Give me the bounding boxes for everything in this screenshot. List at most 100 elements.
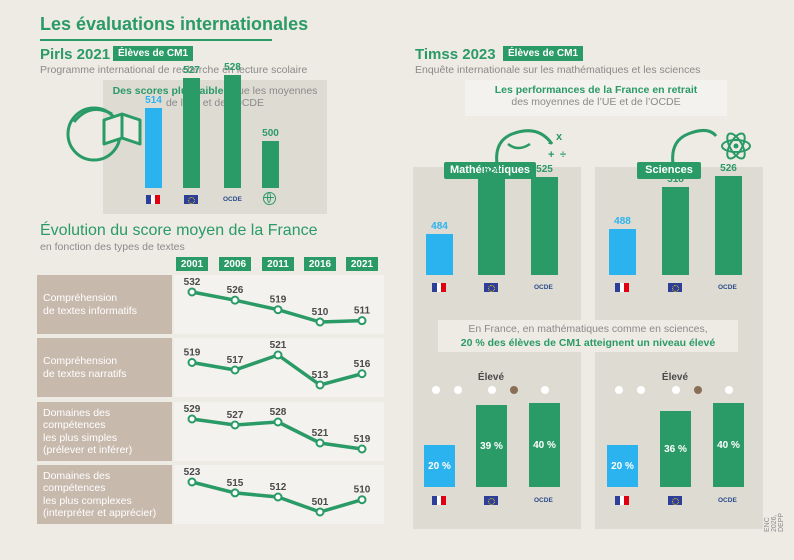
math-pct-bar: 20 %	[424, 445, 455, 487]
timss-box-text: Les performances de la France en retrait…	[465, 84, 727, 108]
level-dot	[694, 386, 702, 394]
row-label: Domaines des compétences les plus complexe…	[37, 465, 172, 524]
math-label: Mathématiques	[444, 162, 536, 179]
evolution-data-label: 511	[354, 306, 371, 317]
sci-score-bar	[715, 175, 742, 275]
row-label: Compréhension de textes narratifs	[37, 338, 172, 397]
level-dot	[637, 386, 645, 394]
math-score-label: 524	[483, 165, 500, 177]
evolution-point	[315, 507, 325, 517]
pirls-panel	[103, 80, 327, 214]
row-plot	[174, 275, 384, 334]
math-score-label: 484	[431, 221, 448, 233]
globe-icon	[263, 192, 276, 205]
evolution-data-label: 519	[184, 348, 201, 359]
evolution-data-label: 515	[227, 478, 244, 489]
ocde-logo-icon: OCDE	[534, 497, 553, 504]
eleve-label: Élevé	[661, 372, 689, 383]
evolution-point	[230, 488, 240, 498]
evolution-data-label: 532	[184, 277, 201, 288]
eu-flag-icon	[484, 496, 498, 505]
evolution-point	[230, 420, 240, 430]
title-underline	[40, 39, 272, 41]
eu-flag-icon	[668, 496, 682, 505]
sci-pct-bar: 40 %	[713, 403, 744, 487]
evolution-point	[357, 495, 367, 505]
timss-box-line2: des moyennes de l’UE et de l’OCDE	[511, 96, 681, 108]
math-pct-bar: 39 %	[476, 405, 507, 487]
evolution-line	[191, 353, 363, 387]
page-title: Les évaluations internationales	[40, 14, 309, 34]
pirls-tag: Élèves de CM1	[113, 46, 194, 61]
level-dot	[454, 386, 462, 394]
pirls-subtitle: Programme international de recherche en …	[40, 64, 308, 76]
timss-title: Timss 2023	[415, 46, 496, 63]
year-header: 2016	[304, 257, 336, 271]
timss-note-line1: En France, en mathématiques comme en sci…	[468, 323, 708, 335]
svg-text:x: x	[556, 131, 563, 143]
math-score-bar	[478, 178, 505, 275]
ocde-logo-icon: OCDE	[718, 497, 737, 504]
year-header: 2011	[262, 257, 294, 271]
timss-box-bold: Les performances de la France en retrait	[494, 84, 698, 96]
sci-pct-bar: 36 %	[660, 411, 691, 487]
evolution-subtitle: en fonction des types de textes	[40, 241, 185, 253]
evolution-data-label: 512	[270, 482, 287, 493]
evolution-data-label: 527	[227, 410, 244, 421]
timss-box	[465, 80, 727, 116]
svg-text:÷: ÷	[560, 149, 566, 161]
level-dot	[541, 386, 549, 394]
ocde-logo-icon: OCDE	[223, 196, 242, 203]
science-head-icon	[671, 129, 751, 170]
sci-score-label: 518	[667, 173, 684, 185]
timss-note-line2: 20 % des élèves de CM1 atteignent un niv…	[460, 337, 716, 349]
timss-tag: Élèves de CM1	[503, 46, 584, 61]
evolution-point	[357, 369, 367, 379]
evolution-data-label: 510	[312, 307, 329, 318]
year-header: 2001	[176, 257, 208, 271]
math-score-label: 525	[536, 164, 553, 175]
row-label: Compréhension de textes informatifs	[37, 275, 172, 334]
sci-pct-bar: 20 %	[607, 445, 638, 487]
pirls-data-label: 528	[224, 62, 241, 74]
sci-score-bar	[609, 228, 636, 275]
evolution-title: Évolution du score moyen de la France	[40, 222, 318, 239]
evolution-point	[315, 438, 325, 448]
svg-text:+: +	[548, 149, 554, 161]
evolution-point	[230, 365, 240, 375]
ocde-logo-icon: OCDE	[718, 284, 737, 291]
evolution-data-label: 521	[270, 340, 287, 351]
math-head-icon: x + ÷ -	[495, 129, 566, 170]
france-flag-icon	[432, 496, 447, 505]
france-flag-icon	[146, 195, 161, 204]
evolution-data-label: 523	[184, 467, 201, 478]
sci-score-label: 526	[720, 162, 737, 174]
eleve-label: Élevé	[477, 372, 505, 383]
evolution-point	[357, 444, 367, 454]
timss-note-bg	[438, 320, 738, 352]
evolution-point	[273, 305, 283, 315]
ocde-logo-icon: OCDE	[534, 284, 553, 291]
evolution-point	[187, 287, 197, 297]
france-flag-icon	[615, 283, 630, 292]
evolution-data-label: 517	[227, 355, 244, 366]
pirls-data-label: 514	[145, 95, 162, 107]
level-dot	[488, 386, 496, 394]
year-header: 2021	[346, 257, 378, 271]
pirls-box-line2: de l’UE et de l’OCDE	[165, 97, 265, 109]
evolution-point	[273, 350, 283, 360]
timss-note: En France, en mathématiques comme en sci…	[438, 322, 738, 350]
level-dot	[432, 386, 440, 394]
evolution-series-svg: 523 515 512 501 510	[184, 467, 371, 517]
pirls-title: Pirls 2021	[40, 46, 111, 63]
math-score-bar	[531, 177, 558, 275]
level-dot	[615, 386, 623, 394]
evolution-point	[230, 295, 240, 305]
evolution-data-label: 519	[354, 434, 371, 445]
math-pct-bar: 40 %	[529, 403, 560, 487]
evolution-point	[187, 477, 197, 487]
evolution-data-label: 519	[270, 295, 287, 306]
pirls-data-label: 527	[183, 64, 200, 76]
evolution-point	[187, 414, 197, 424]
evolution-point	[187, 358, 197, 367]
